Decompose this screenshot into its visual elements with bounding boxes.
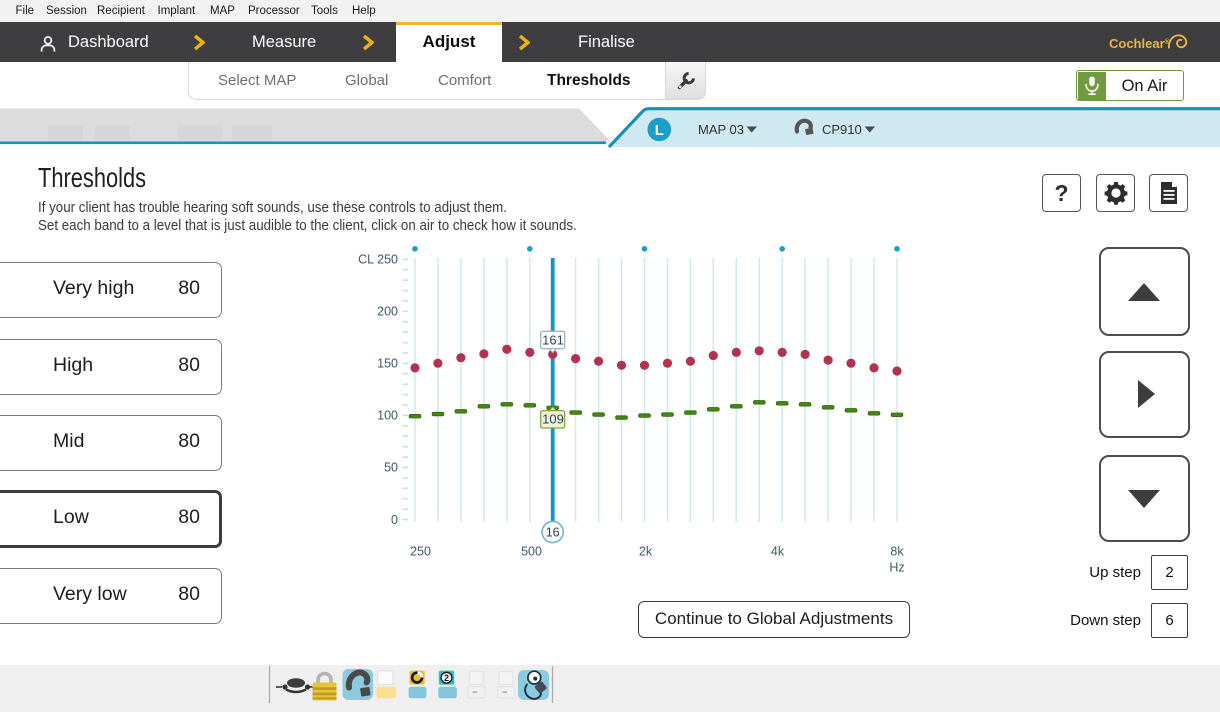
svg-text:2k: 2k: [639, 545, 653, 559]
svg-text:Hz: Hz: [889, 561, 904, 575]
svg-text:109: 109: [542, 412, 564, 427]
svg-text:2: 2: [444, 673, 449, 683]
svg-text:4k: 4k: [771, 545, 785, 559]
svg-text:L: L: [655, 122, 664, 139]
svg-text:250: 250: [410, 545, 431, 559]
svg-text:100: 100: [377, 408, 398, 422]
svg-text:500: 500: [521, 545, 542, 559]
svg-text:CP910: CP910: [822, 122, 862, 137]
svg-text:161: 161: [542, 332, 564, 347]
svg-text:150: 150: [377, 356, 398, 370]
svg-text:200: 200: [377, 304, 398, 318]
svg-text:16: 16: [546, 526, 560, 540]
svg-text:MAP 03: MAP 03: [698, 122, 744, 137]
svg-text:0: 0: [391, 513, 398, 527]
svg-text:CL 250: CL 250: [358, 252, 398, 266]
svg-text:8k: 8k: [890, 545, 904, 559]
svg-text:50: 50: [384, 460, 398, 474]
